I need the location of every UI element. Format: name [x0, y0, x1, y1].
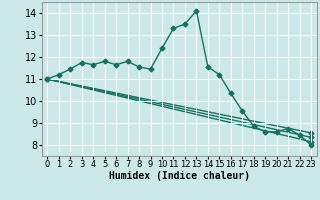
X-axis label: Humidex (Indice chaleur): Humidex (Indice chaleur) — [109, 171, 250, 181]
